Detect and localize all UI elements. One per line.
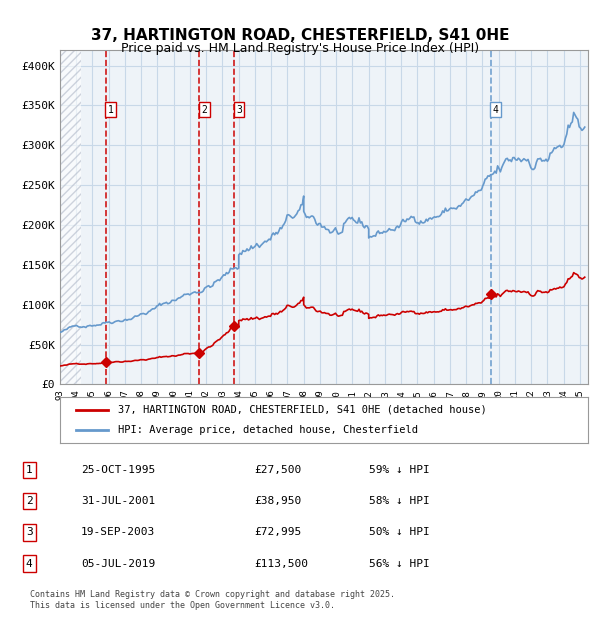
Text: 2: 2 <box>26 496 32 506</box>
Text: 1: 1 <box>26 465 32 475</box>
Text: 50% ↓ HPI: 50% ↓ HPI <box>369 528 430 538</box>
Text: 05-JUL-2019: 05-JUL-2019 <box>81 559 155 569</box>
Text: 4: 4 <box>493 105 499 115</box>
Text: £113,500: £113,500 <box>254 559 308 569</box>
Text: 4: 4 <box>26 559 32 569</box>
Text: 3: 3 <box>236 105 242 115</box>
Text: £27,500: £27,500 <box>254 465 301 475</box>
Text: 1: 1 <box>108 105 113 115</box>
Text: 59% ↓ HPI: 59% ↓ HPI <box>369 465 430 475</box>
Text: HPI: Average price, detached house, Chesterfield: HPI: Average price, detached house, Ches… <box>118 425 418 435</box>
Text: 3: 3 <box>26 528 32 538</box>
Text: 37, HARTINGTON ROAD, CHESTERFIELD, S41 0HE (detached house): 37, HARTINGTON ROAD, CHESTERFIELD, S41 0… <box>118 405 487 415</box>
Text: 31-JUL-2001: 31-JUL-2001 <box>81 496 155 506</box>
Text: 25-OCT-1995: 25-OCT-1995 <box>81 465 155 475</box>
Text: £72,995: £72,995 <box>254 528 301 538</box>
Text: 19-SEP-2003: 19-SEP-2003 <box>81 528 155 538</box>
Text: 37, HARTINGTON ROAD, CHESTERFIELD, S41 0HE: 37, HARTINGTON ROAD, CHESTERFIELD, S41 0… <box>91 28 509 43</box>
Text: Contains HM Land Registry data © Crown copyright and database right 2025.
This d: Contains HM Land Registry data © Crown c… <box>30 590 395 609</box>
Text: 58% ↓ HPI: 58% ↓ HPI <box>369 496 430 506</box>
Text: 2: 2 <box>202 105 207 115</box>
Text: £38,950: £38,950 <box>254 496 301 506</box>
Text: Price paid vs. HM Land Registry's House Price Index (HPI): Price paid vs. HM Land Registry's House … <box>121 42 479 55</box>
Text: 56% ↓ HPI: 56% ↓ HPI <box>369 559 430 569</box>
